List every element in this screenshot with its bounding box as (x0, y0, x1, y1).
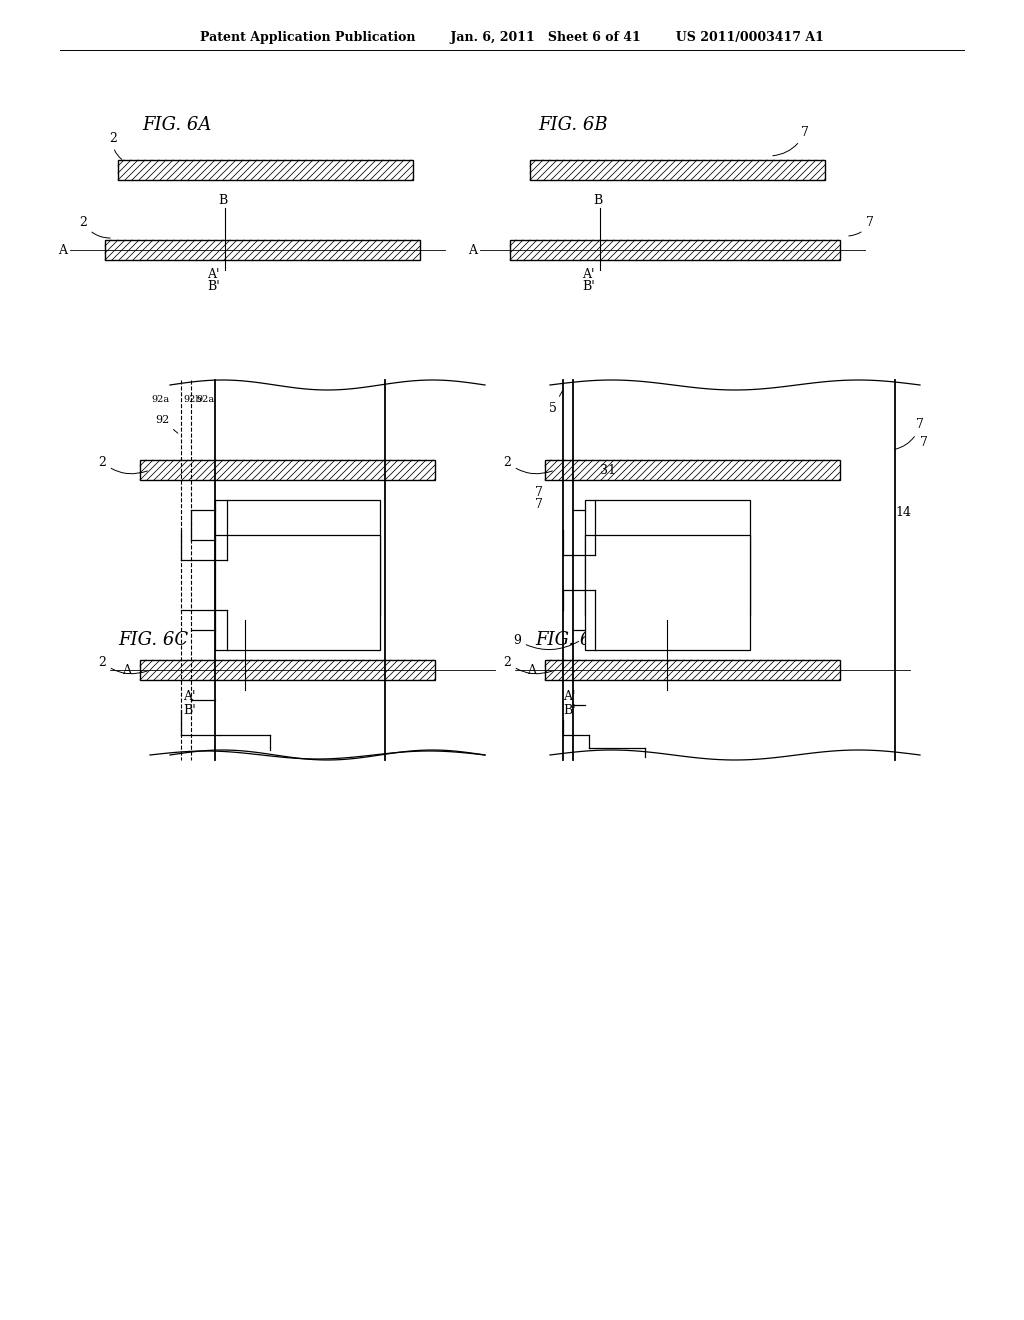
Text: 2: 2 (503, 455, 552, 474)
Text: 2: 2 (98, 455, 147, 474)
Text: 9: 9 (513, 634, 579, 649)
Text: FIG. 6C: FIG. 6C (118, 631, 188, 649)
Text: B: B (593, 194, 602, 206)
Bar (118, 160, 413, 180)
Text: 14: 14 (895, 506, 911, 519)
Bar (510, 240, 840, 260)
Bar (140, 459, 435, 480)
Bar (585, 535, 750, 649)
Bar (530, 160, 825, 180)
Text: A': A' (582, 268, 595, 281)
Text: 31: 31 (600, 463, 616, 477)
Text: 92a: 92a (196, 396, 214, 404)
Text: 92a: 92a (151, 396, 169, 404)
Text: FIG. 6B: FIG. 6B (538, 116, 607, 135)
Text: B': B' (582, 281, 595, 293)
Text: A: A (122, 664, 131, 676)
Text: 7: 7 (849, 215, 873, 236)
Text: A: A (527, 664, 536, 676)
Text: 2: 2 (98, 656, 147, 673)
Text: Patent Application Publication        Jan. 6, 2011   Sheet 6 of 41        US 201: Patent Application Publication Jan. 6, 2… (200, 30, 824, 44)
Text: 92b: 92b (183, 396, 202, 404)
Text: A': A' (207, 268, 219, 281)
Text: FIG. 6D: FIG. 6D (535, 631, 606, 649)
Text: 7: 7 (920, 436, 928, 449)
Text: B: B (238, 606, 247, 619)
Bar (215, 500, 380, 615)
Text: B: B (218, 194, 227, 206)
Text: 5: 5 (549, 391, 562, 414)
Text: 92: 92 (155, 414, 178, 433)
Text: 7: 7 (773, 125, 809, 156)
Text: A: A (468, 243, 477, 256)
Text: B': B' (183, 704, 196, 717)
Text: A': A' (183, 689, 196, 702)
Text: 7: 7 (895, 418, 924, 449)
Text: 2: 2 (110, 132, 122, 160)
Text: 7: 7 (535, 486, 543, 499)
Text: 7: 7 (535, 498, 543, 511)
Bar (140, 660, 435, 680)
Text: B': B' (563, 704, 575, 717)
Text: FIG. 6A: FIG. 6A (142, 116, 211, 135)
Bar (545, 459, 840, 480)
Bar (215, 535, 380, 649)
Text: 2: 2 (79, 215, 111, 238)
Text: A': A' (563, 689, 575, 702)
Bar (545, 660, 840, 680)
Text: A: A (58, 243, 67, 256)
Text: 2: 2 (503, 656, 552, 673)
Bar (585, 500, 750, 615)
Bar (105, 240, 420, 260)
Text: B': B' (207, 281, 220, 293)
Text: B: B (660, 606, 670, 619)
